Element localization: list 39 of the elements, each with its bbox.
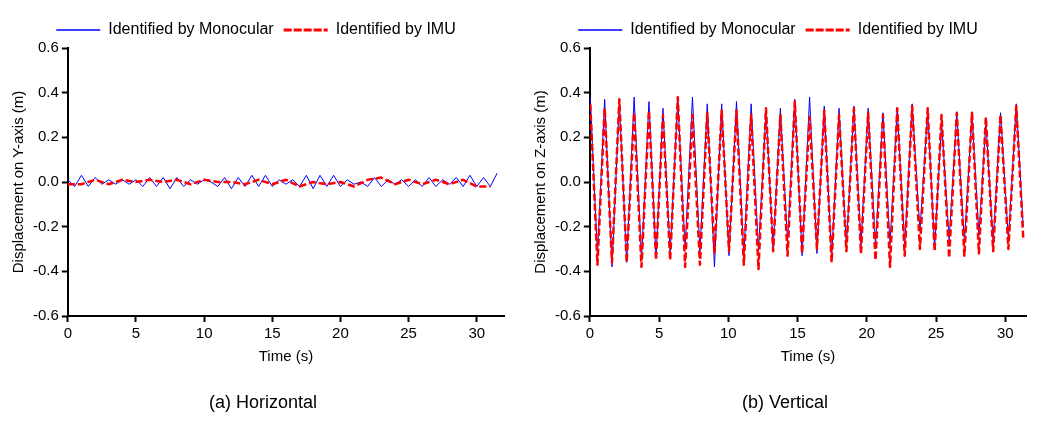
x-tick-label: 20 — [858, 324, 876, 342]
x-tick-label: 20 — [332, 324, 349, 342]
x-tick-label: 10 — [719, 324, 737, 342]
y-axis-title: Displacement on Z-axis (m) — [531, 90, 549, 274]
x-tick-label: 15 — [789, 324, 806, 342]
y-tick-label: 0.6 — [37, 38, 59, 56]
y-tick-label: -0.6 — [554, 306, 581, 324]
y-tick-label: 0.4 — [559, 82, 581, 100]
y-tick-label: 0.4 — [37, 82, 59, 100]
y-tick-label: -0.2 — [32, 216, 59, 234]
x-tick-label: 25 — [927, 324, 945, 342]
x-tick-label: 0 — [63, 324, 73, 342]
y-tick-label: 0.0 — [37, 172, 59, 190]
x-tick-label: 30 — [468, 324, 486, 342]
y-tick-label: -0.4 — [554, 261, 581, 279]
y-tick-label: 0.0 — [559, 172, 581, 190]
y-axis-title: Displacement on Y-axis (m) — [9, 90, 27, 274]
text: (a) Horizontal — [207, 392, 318, 413]
legend-label: Identified by Monocular — [108, 20, 275, 38]
x-tick-label: 30 — [996, 324, 1014, 342]
x-tick-label: 15 — [263, 324, 281, 342]
line-series — [67, 176, 492, 188]
x-axis-title: Time (s) — [258, 347, 314, 365]
x-tick-label: 0 — [585, 324, 595, 342]
y-tick-label: 0.2 — [37, 127, 59, 145]
legend-label: Identified by Monocular — [630, 20, 797, 38]
x-axis-title: Time (s) — [780, 347, 836, 365]
y-tick-label: -0.4 — [32, 261, 59, 279]
y-tick-label: -0.2 — [554, 216, 581, 234]
y-tick-label: 0.6 — [559, 38, 581, 56]
y-tick-label: -0.6 — [32, 306, 59, 324]
legend-label: Identified by IMU — [857, 20, 978, 38]
legend-label: Identified by IMU — [335, 20, 456, 38]
y-tick-label: 0.2 — [559, 127, 581, 145]
x-tick-label: 25 — [400, 324, 417, 342]
x-tick-label: 5 — [131, 324, 141, 342]
x-tick-label: 5 — [654, 324, 664, 342]
text: (b) Vertical — [741, 392, 829, 413]
x-tick-label: 10 — [195, 324, 213, 342]
